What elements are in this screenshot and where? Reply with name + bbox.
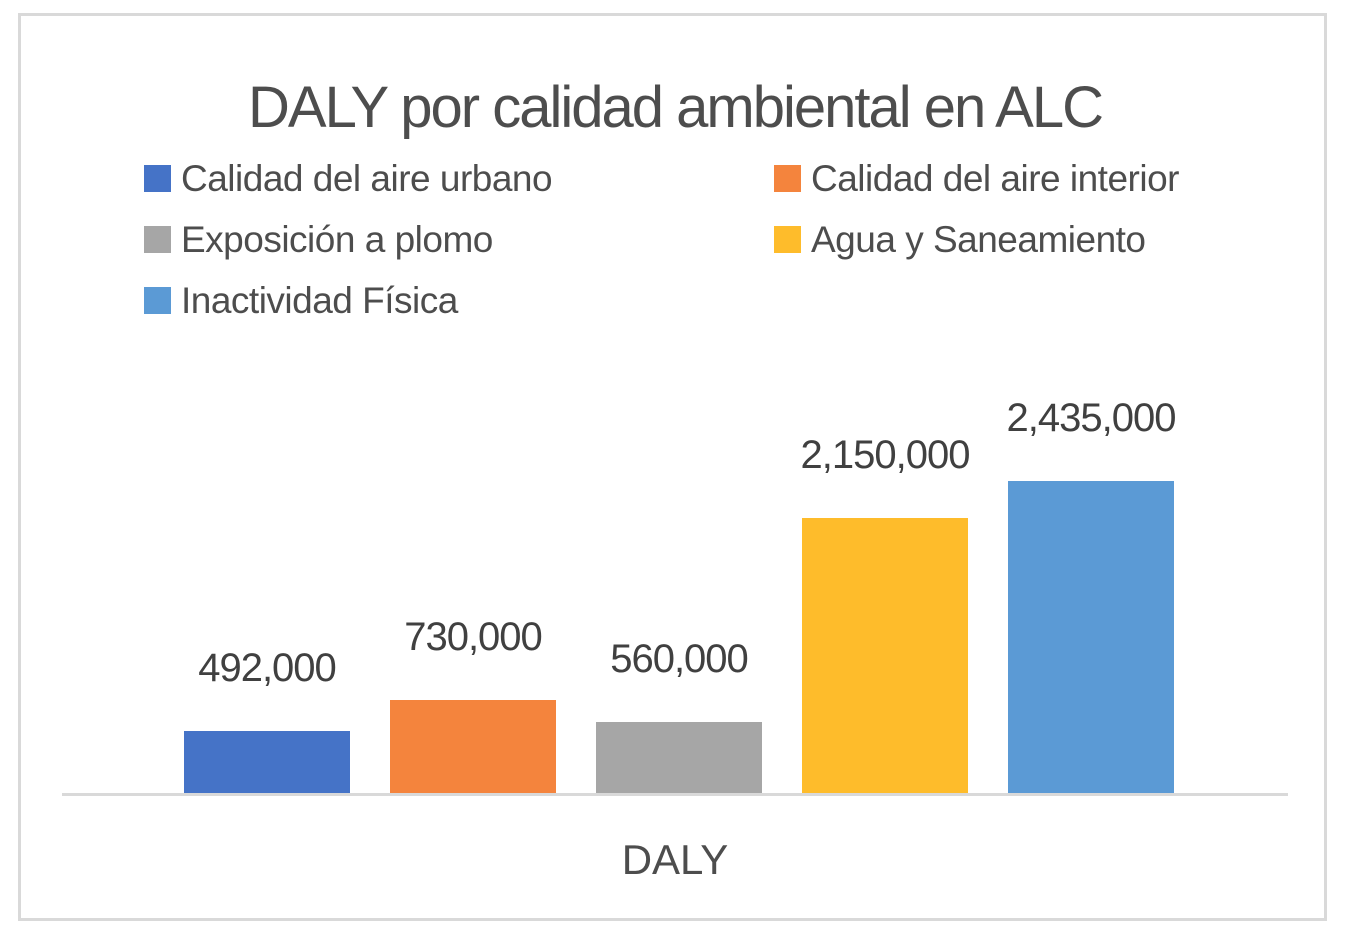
- bar-agua-y-saneamiento: [802, 518, 968, 794]
- bar-exposicion-a-plomo: [596, 722, 762, 794]
- legend-label: Agua y Saneamiento: [811, 218, 1146, 260]
- legend-label: Inactividad Física: [181, 279, 458, 321]
- legend-swatch-icon: [144, 165, 171, 192]
- legend-label: Calidad del aire interior: [811, 157, 1179, 199]
- chart-title: DALY por calidad ambiental en ALC: [248, 75, 1104, 140]
- data-label-calidad-del-aire-interior: 730,000: [404, 615, 543, 659]
- legend-item-agua-y-saneamiento: Agua y Saneamiento: [774, 219, 1350, 261]
- legend-item-exposicion-a-plomo: Exposición a plomo: [144, 219, 774, 261]
- legend-swatch-icon: [774, 165, 801, 192]
- legend-item-inactividad-fisica: Inactividad Física: [144, 280, 774, 322]
- legend-swatch-icon: [144, 226, 171, 253]
- x-axis-line: [62, 793, 1288, 796]
- data-label-exposicion-a-plomo: 560,000: [610, 637, 749, 681]
- legend-label: Calidad del aire urbano: [181, 157, 553, 199]
- legend-swatch-icon: [774, 226, 801, 253]
- data-label-inactividad-fisica: 2,435,000: [1006, 396, 1177, 440]
- legend-label: Exposición a plomo: [181, 218, 493, 260]
- data-label-agua-y-saneamiento: 2,150,000: [800, 433, 971, 477]
- legend-swatch-icon: [144, 287, 171, 314]
- bar-calidad-del-aire-urbano: [184, 731, 350, 794]
- legend-item-calidad-del-aire-urbano: Calidad del aire urbano: [144, 158, 774, 200]
- x-axis-category-label: DALY: [621, 836, 729, 883]
- bar-inactividad-fisica: [1008, 481, 1174, 794]
- legend-item-calidad-del-aire-interior: Calidad del aire interior: [774, 158, 1350, 200]
- bar-calidad-del-aire-interior: [390, 700, 556, 794]
- data-label-calidad-del-aire-urbano: 492,000: [198, 646, 337, 690]
- legend: Calidad del aire urbano Calidad del aire…: [144, 148, 1350, 331]
